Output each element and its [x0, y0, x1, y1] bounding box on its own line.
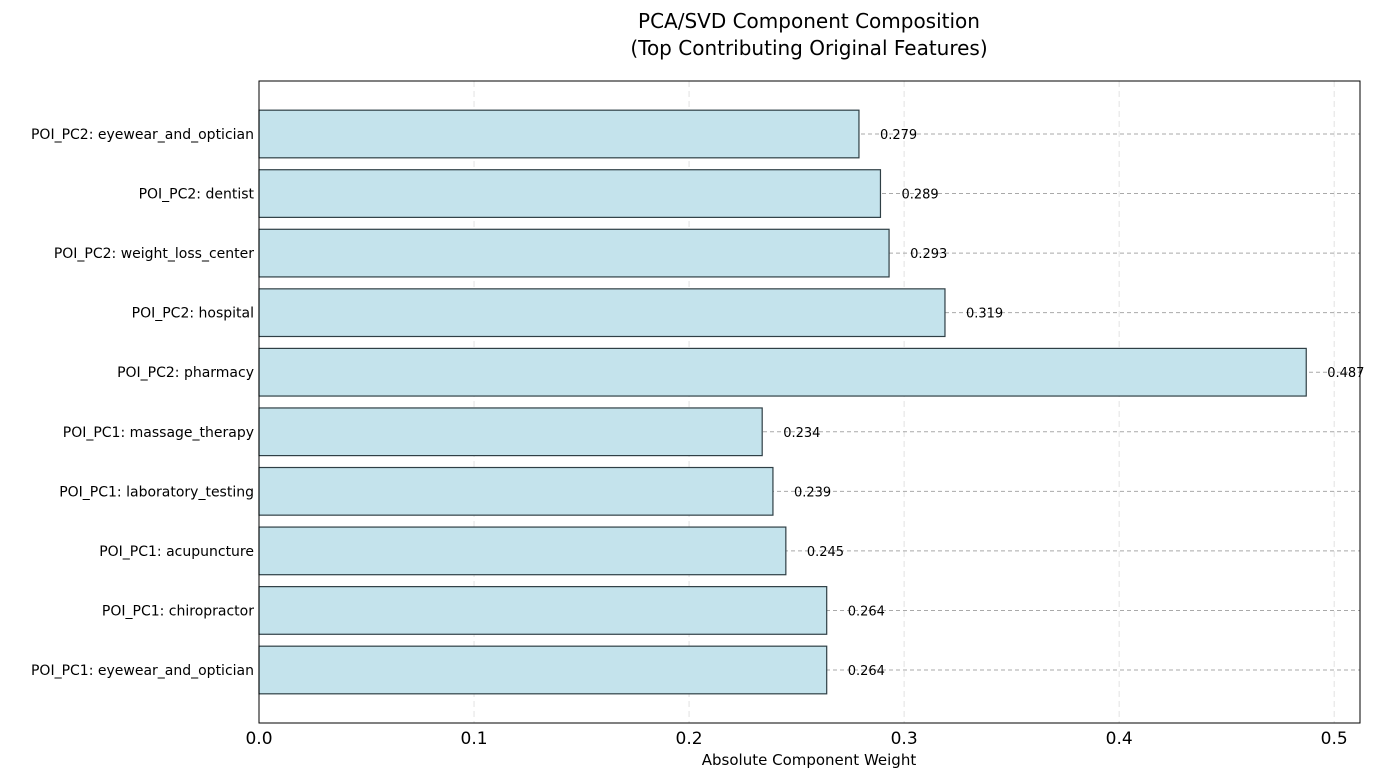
- x-tick-label: 0.4: [1106, 729, 1133, 749]
- bar-value-label: 0.239: [794, 485, 831, 500]
- bar: [258, 109, 860, 159]
- bars-layer: 0.264 0.264 0.245 0.239 0.234 0.487 0.319 0.293…: [258, 109, 1364, 695]
- bar-value-label: 0.264: [848, 664, 885, 679]
- y-tick-label: POI_PC1: chiropractor: [102, 603, 254, 619]
- bar: [258, 407, 763, 457]
- bar: [258, 347, 1307, 397]
- x-tick-label: 0.1: [461, 729, 488, 749]
- y-tick-label: POI_PC2: weight_loss_center: [54, 246, 254, 262]
- bar-value-label: 0.264: [848, 604, 885, 619]
- y-tick-label: POI_PC2: eyewear_and_optician: [31, 127, 254, 143]
- bar: [258, 645, 828, 695]
- x-tick-label: 0.3: [891, 729, 918, 749]
- x-axis-label: Absolute Component Weight: [702, 751, 917, 769]
- ticks-layer: POI_PC1: eyewear_and_optician POI_PC1: ch…: [31, 127, 1348, 749]
- y-tick-label: POI_PC1: laboratory_testing: [59, 484, 254, 500]
- bar-value-label: 0.234: [783, 426, 820, 441]
- y-tick-label: POI_PC1: massage_therapy: [63, 425, 254, 441]
- bar-value-label: 0.289: [901, 188, 938, 203]
- chart-title: PCA/SVD Component Composition: [638, 9, 980, 33]
- y-tick-label: POI_PC2: dentist: [139, 187, 255, 203]
- bar: [258, 466, 774, 516]
- bar: [258, 169, 882, 218]
- bar: [258, 228, 890, 278]
- bar: [258, 526, 787, 576]
- bar: [258, 586, 828, 635]
- x-tick-label: 0.2: [676, 729, 703, 749]
- plot-frame: [258, 80, 1361, 724]
- bar-value-label: 0.293: [910, 247, 947, 262]
- bar: [258, 288, 946, 338]
- y-tick-label: POI_PC2: hospital: [132, 306, 254, 322]
- bar-value-label: 0.279: [880, 128, 917, 143]
- chart-subtitle: (Top Contributing Original Features): [630, 36, 987, 60]
- bar-value-label: 0.319: [966, 307, 1003, 322]
- bar-value-label: 0.245: [807, 545, 844, 560]
- x-tick-label: 0.5: [1321, 729, 1348, 749]
- bar-value-label: 0.487: [1327, 366, 1364, 381]
- y-tick-label: POI_PC2: pharmacy: [117, 365, 254, 381]
- y-tick-label: POI_PC1: eyewear_and_optician: [31, 663, 254, 679]
- x-tick-label: 0.0: [245, 729, 272, 749]
- y-tick-label: POI_PC1: acupuncture: [99, 544, 254, 560]
